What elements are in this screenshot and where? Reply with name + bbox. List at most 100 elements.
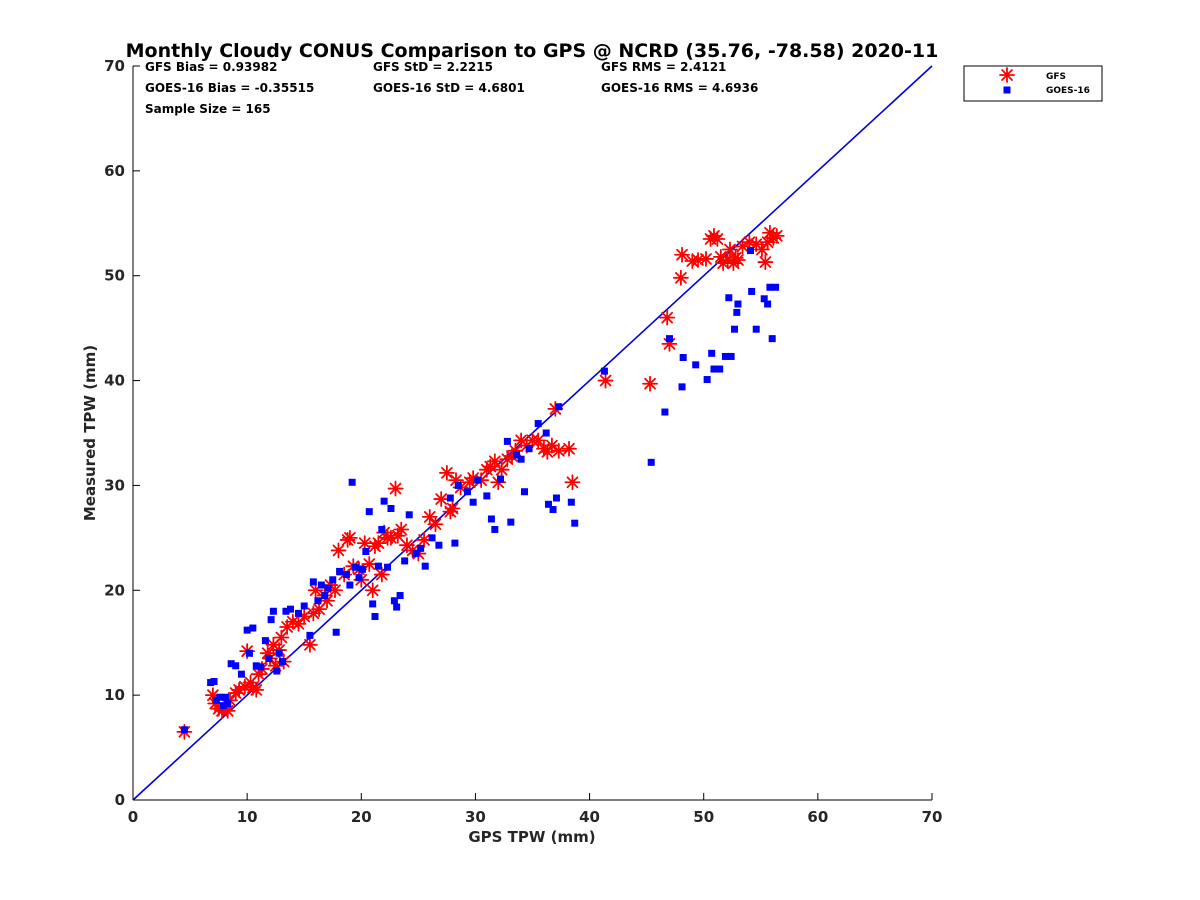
gfs-point	[231, 682, 248, 698]
goes16-point	[716, 365, 724, 373]
goes16-point	[721, 352, 729, 360]
goes16-point	[352, 563, 360, 571]
legend: GFS GOES-16	[963, 65, 1103, 102]
goes16-point	[747, 247, 755, 255]
goes16-point	[390, 597, 398, 605]
goes16-point	[275, 649, 283, 657]
goes16-point	[549, 506, 557, 514]
gfs-point	[550, 442, 567, 459]
goes16-point	[332, 628, 340, 636]
gfs-point	[427, 516, 444, 533]
goes16-series	[180, 247, 780, 734]
goes16-point	[324, 584, 332, 592]
goes16-point	[521, 488, 529, 496]
x-tick-label: 50	[693, 808, 714, 826]
goes16-point	[469, 498, 477, 506]
x-tick-label: 10	[237, 808, 258, 826]
goes16-point	[317, 581, 325, 589]
y-tick-label: 30	[104, 476, 125, 494]
goes16-point	[249, 624, 257, 632]
gfs-point	[642, 375, 658, 392]
x-tick-label: 40	[579, 808, 600, 826]
goes16-point	[405, 511, 413, 519]
goes16-point	[371, 613, 379, 620]
goes16-point	[571, 519, 579, 527]
goes16-point	[679, 354, 687, 362]
goes16-point	[517, 455, 525, 463]
goes16-point	[435, 541, 443, 549]
goes16-point	[734, 300, 742, 308]
goes16-point	[647, 458, 655, 466]
goes16-point	[555, 403, 563, 411]
goes16-point	[282, 607, 290, 615]
gfs-point	[530, 432, 547, 449]
y-tick-label: 50	[104, 267, 125, 285]
goes16-point	[378, 525, 386, 533]
goes16-point	[309, 578, 317, 586]
gfs-point	[302, 636, 318, 653]
goes16-point	[678, 383, 686, 391]
legend-goes16-marker	[1003, 86, 1011, 94]
gfs-point	[597, 372, 614, 389]
goes16-point	[600, 367, 608, 375]
goes16-point	[267, 616, 275, 624]
gfs-point	[290, 615, 307, 632]
x-tick-label: 70	[922, 808, 943, 826]
gfs-point	[387, 480, 404, 497]
sample-size-text: Sample Size = 165	[145, 102, 271, 116]
gfs-point	[438, 464, 455, 481]
gfs-point	[730, 252, 746, 268]
goes16-point	[768, 335, 776, 343]
gfs-point	[709, 231, 726, 247]
gfs-point	[421, 508, 438, 525]
goes16-point	[463, 488, 471, 496]
goes16-point	[269, 607, 277, 615]
goes16-bias-text: GOES-16 Bias = -0.35515	[145, 81, 314, 95]
goes16-point	[216, 693, 224, 701]
gfs-point	[722, 241, 738, 258]
goes16-point	[428, 534, 436, 542]
x-axis-label: GPS TPW (mm)	[468, 828, 595, 846]
goes16-point	[417, 544, 425, 552]
goes16-point	[552, 494, 560, 502]
goes16-point	[287, 605, 295, 613]
legend-goes16-label: GOES-16	[1046, 86, 1090, 96]
gfs-point	[757, 254, 774, 270]
y-tick-label: 70	[104, 57, 125, 75]
goes16-point	[446, 494, 454, 502]
goes16-point	[346, 581, 354, 589]
gfs-point	[444, 500, 461, 517]
goes16-point	[365, 508, 373, 516]
goes16-point	[219, 702, 227, 710]
legend-box	[963, 65, 1103, 102]
x-tick-label: 60	[807, 808, 828, 826]
gfs-point	[364, 582, 381, 599]
goes16-point	[421, 562, 429, 570]
gfs-point	[659, 309, 676, 326]
axes: 0 10 20 30 40 50 60 70 0 10 20 30 40 50 60 70	[104, 57, 942, 826]
goes16-point	[314, 597, 322, 605]
gfs-point	[341, 529, 358, 546]
goes16-point	[380, 497, 388, 505]
goes16-point	[525, 445, 533, 453]
goes16-point	[764, 300, 772, 308]
goes16-point	[237, 670, 245, 678]
goes16-point	[534, 420, 542, 428]
goes16-point	[491, 525, 499, 533]
y-tick-label: 20	[104, 581, 125, 599]
goes16-point	[180, 726, 188, 734]
gfs-point	[433, 491, 450, 507]
goes16-point	[232, 662, 240, 670]
gfs-point	[373, 566, 390, 583]
goes16-point	[731, 325, 739, 333]
goes16-point	[692, 361, 700, 369]
goes16-point	[362, 547, 370, 555]
goes16-point	[760, 295, 768, 303]
stats-block: GFS Bias = 0.93982 GFS StD = 2.2215 GFS …	[145, 60, 758, 116]
goes16-point	[321, 592, 329, 600]
goes16-point	[752, 325, 760, 333]
goes16-point	[273, 667, 281, 675]
y-tick-label: 40	[104, 372, 125, 390]
goes16-point	[513, 451, 521, 459]
